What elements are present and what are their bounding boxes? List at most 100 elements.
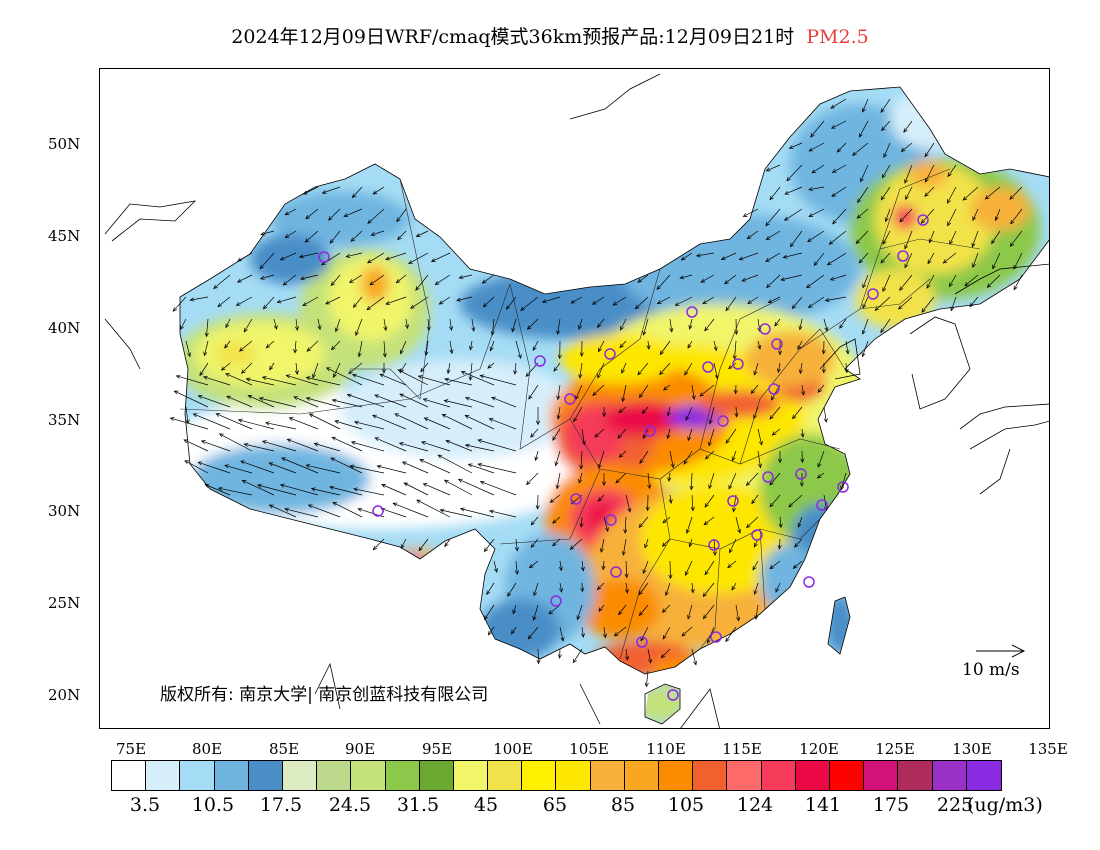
wind-arrow bbox=[573, 648, 583, 663]
wind-arrow-head bbox=[180, 325, 184, 331]
legend-swatch bbox=[419, 761, 454, 790]
wind-arrow bbox=[600, 538, 605, 553]
station-marker-hangzhou bbox=[816, 499, 828, 511]
wind-arrow bbox=[493, 560, 498, 573]
legend-swatch bbox=[351, 761, 386, 790]
wind-arrow bbox=[592, 296, 605, 305]
wind-arrow bbox=[862, 296, 869, 309]
wind-arrow-head bbox=[204, 332, 209, 338]
wind-arrow bbox=[408, 252, 429, 264]
wind-arrow-head bbox=[305, 463, 311, 468]
wind-arrow-head bbox=[637, 370, 642, 376]
wind-arrow bbox=[620, 318, 627, 331]
wind-arrow bbox=[330, 457, 363, 474]
wind-arrow-head bbox=[241, 369, 246, 374]
wind-arrow bbox=[486, 582, 495, 595]
wind-arrow bbox=[639, 450, 649, 464]
wind-arrow-head bbox=[597, 497, 603, 502]
wind-arrow-head bbox=[262, 304, 268, 310]
wind-arrow bbox=[862, 318, 869, 335]
wind-arrow bbox=[690, 472, 693, 490]
wind-arrow bbox=[491, 318, 495, 336]
legend-swatch bbox=[180, 761, 215, 790]
wind-arrow bbox=[260, 230, 275, 235]
wind-arrow-head bbox=[745, 481, 751, 487]
wind-arrow bbox=[856, 208, 869, 219]
wind-arrow bbox=[647, 472, 650, 489]
wind-arrow-head bbox=[851, 151, 857, 156]
wind-arrow bbox=[687, 340, 693, 349]
wind-arrow bbox=[199, 362, 209, 376]
wind-arrow bbox=[635, 296, 649, 309]
lat-label: 45N bbox=[48, 227, 81, 245]
wind-arrow-head bbox=[530, 520, 535, 526]
wind-arrow bbox=[215, 413, 253, 430]
wind-arrow-head bbox=[798, 369, 803, 375]
wind-arrow bbox=[1010, 230, 1023, 247]
wind-arrow bbox=[262, 376, 297, 386]
wind-arrow-head bbox=[823, 418, 828, 423]
wind-arrow-head bbox=[173, 390, 179, 395]
wind-arrow bbox=[176, 375, 209, 386]
wind-arrow-head bbox=[765, 167, 771, 172]
wind-arrow-head bbox=[1009, 242, 1015, 247]
wind-arrow-head bbox=[798, 325, 803, 331]
wind-arrow bbox=[351, 441, 385, 452]
wind-arrow bbox=[449, 318, 452, 331]
station-marker-nanning bbox=[636, 636, 648, 648]
wind-arrow-head bbox=[780, 277, 786, 282]
wind-arrow-head bbox=[617, 434, 622, 439]
wind-arrow bbox=[273, 318, 277, 330]
wind-arrow bbox=[801, 384, 804, 396]
wind-arrow-head bbox=[666, 411, 671, 417]
wind-arrow-head bbox=[215, 413, 221, 417]
wind-arrow bbox=[330, 274, 341, 286]
wind-arrow-head bbox=[203, 351, 208, 357]
wind-arrow bbox=[618, 450, 627, 458]
legend-label: 225 bbox=[936, 794, 974, 816]
wind-arrow bbox=[240, 460, 275, 474]
wind-arrow-head bbox=[397, 235, 402, 241]
wind-arrow-head bbox=[662, 634, 667, 640]
wind-arrow-head bbox=[788, 502, 793, 508]
wind-arrow-head bbox=[612, 301, 618, 306]
wind-arrow bbox=[533, 604, 539, 621]
wind-arrow-head bbox=[579, 352, 584, 358]
wind-arrow bbox=[423, 398, 451, 408]
wind-arrow bbox=[580, 516, 583, 528]
wind-arrow bbox=[402, 461, 429, 474]
wind-arrow-head bbox=[904, 244, 909, 250]
wind-arrow-head bbox=[257, 483, 262, 488]
wind-arrow-head bbox=[441, 414, 447, 418]
wind-arrow-head bbox=[797, 522, 802, 528]
wind-arrow-head bbox=[656, 300, 662, 304]
wind-arrow bbox=[769, 560, 781, 570]
wind-arrow bbox=[559, 626, 564, 642]
wind-arrow bbox=[459, 274, 473, 279]
wind-arrow-head bbox=[558, 566, 563, 572]
wind-arrow bbox=[972, 208, 979, 221]
wind-arrow bbox=[947, 208, 957, 226]
wind-arrow bbox=[924, 164, 935, 183]
wind-arrow bbox=[637, 362, 649, 376]
wind-arrow bbox=[532, 340, 539, 351]
wind-arrow-head bbox=[349, 464, 355, 469]
wind-arrow-head bbox=[467, 463, 473, 468]
wind-arrow-head bbox=[552, 519, 557, 524]
wind-arrow bbox=[943, 252, 957, 264]
wind-arrow bbox=[735, 406, 738, 417]
wind-arrow bbox=[578, 318, 583, 330]
wind-arrow-head bbox=[660, 653, 666, 659]
wind-arrow-head bbox=[554, 461, 559, 467]
wind-arrow bbox=[418, 538, 429, 551]
wind-arrow-head bbox=[321, 190, 327, 194]
wind-arrow bbox=[352, 186, 363, 198]
wind-arrow-head bbox=[241, 480, 247, 484]
wind-arrow-head bbox=[357, 352, 362, 358]
wind-arrow bbox=[226, 395, 253, 408]
wind-arrow-head bbox=[528, 564, 534, 569]
wind-arrow-head bbox=[639, 393, 644, 399]
wind-arrow-head bbox=[351, 373, 357, 378]
wind-arrow bbox=[317, 318, 321, 330]
station-marker-harbin bbox=[917, 214, 929, 226]
